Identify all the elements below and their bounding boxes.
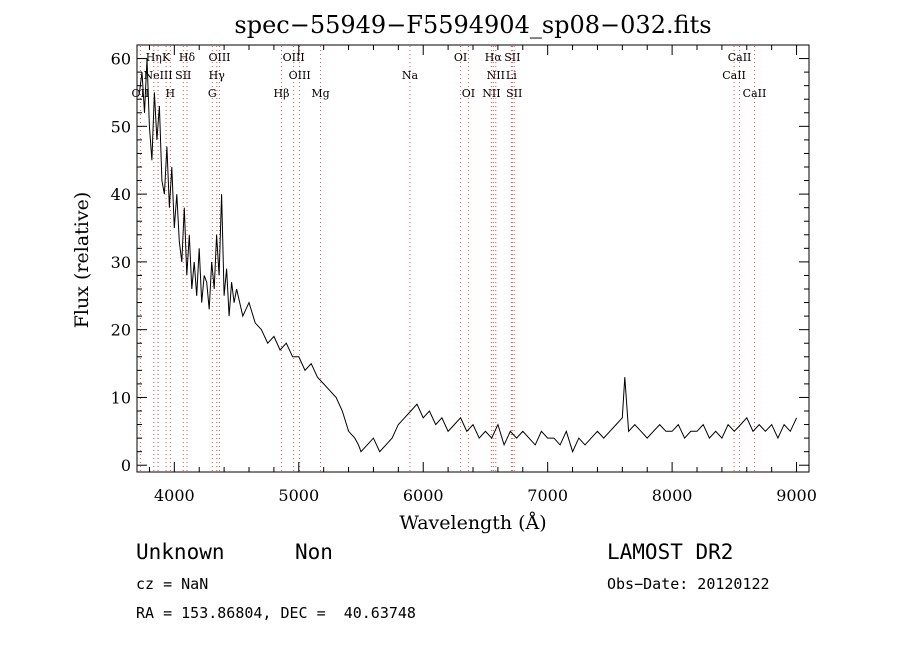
x-axis-label: Wavelength (Å) — [399, 512, 546, 534]
redshift-value: cz = NaN — [136, 575, 209, 593]
line-label: Hγ — [209, 69, 226, 82]
line-label: NII — [482, 87, 500, 100]
line-label: OI — [462, 87, 475, 100]
x-tick-label: 9000 — [776, 486, 817, 505]
x-tick-label: 4000 — [154, 486, 195, 505]
y-tick-label: 50 — [111, 117, 131, 136]
plot-frame — [136, 44, 810, 473]
line-label: OI — [454, 51, 467, 64]
y-tick-label: 60 — [111, 50, 131, 69]
line-label: NeIII — [143, 69, 172, 82]
y-axis-label: Flux (relative) — [71, 192, 93, 329]
line-label: CaII — [728, 51, 752, 64]
x-tick-label: 8000 — [652, 486, 693, 505]
line-label: G — [208, 87, 217, 100]
spectrum-chart: spec−55949−F5594904_sp08−032.fits OIIHηN… — [71, 11, 817, 534]
y-axis-ticks: 0 10 20 30 40 50 60 — [111, 50, 809, 475]
line-label: OIII — [289, 69, 311, 82]
y-tick-label: 40 — [111, 185, 131, 204]
line-label: Hδ — [179, 51, 196, 64]
survey-name: LAMOST DR2 — [607, 540, 734, 564]
line-label: NII — [487, 69, 505, 82]
line-label: SII — [506, 87, 522, 100]
chart-title: spec−55949−F5594904_sp08−032.fits — [234, 11, 711, 39]
y-tick-label: 30 — [111, 253, 131, 272]
line-label: CaII — [722, 69, 746, 82]
line-label: H — [166, 87, 176, 100]
y-tick-label: 20 — [111, 321, 131, 340]
y-tick-label: 0 — [121, 456, 131, 475]
line-label: OIII — [283, 51, 305, 64]
line-label: Hα — [485, 51, 503, 64]
x-tick-label: 7000 — [527, 486, 568, 505]
line-label: K — [162, 51, 171, 64]
line-label: Hβ — [274, 87, 290, 100]
spectral-line-markers — [139, 46, 755, 471]
object-class: Unknown — [136, 540, 225, 564]
line-label: CaII — [743, 87, 767, 100]
line-label: SII — [504, 51, 520, 64]
line-label: Li — [506, 69, 517, 82]
coordinates: RA = 153.86804, DEC = 40.63748 — [136, 604, 416, 622]
y-tick-label: 10 — [111, 388, 131, 407]
spectrum-line — [139, 58, 798, 454]
observation-date: Obs−Date: 20120122 — [607, 575, 770, 593]
x-tick-label: 5000 — [278, 486, 319, 505]
line-label: Hη — [146, 51, 162, 64]
line-label: OIII — [208, 51, 230, 64]
line-label: SII — [175, 69, 191, 82]
object-subclass: Non — [295, 540, 333, 564]
x-tick-label: 6000 — [403, 486, 444, 505]
line-label: Na — [402, 69, 419, 82]
line-label: Mg — [311, 87, 329, 100]
x-axis-ticks: 4000 5000 6000 7000 8000 9000 — [148, 45, 817, 505]
